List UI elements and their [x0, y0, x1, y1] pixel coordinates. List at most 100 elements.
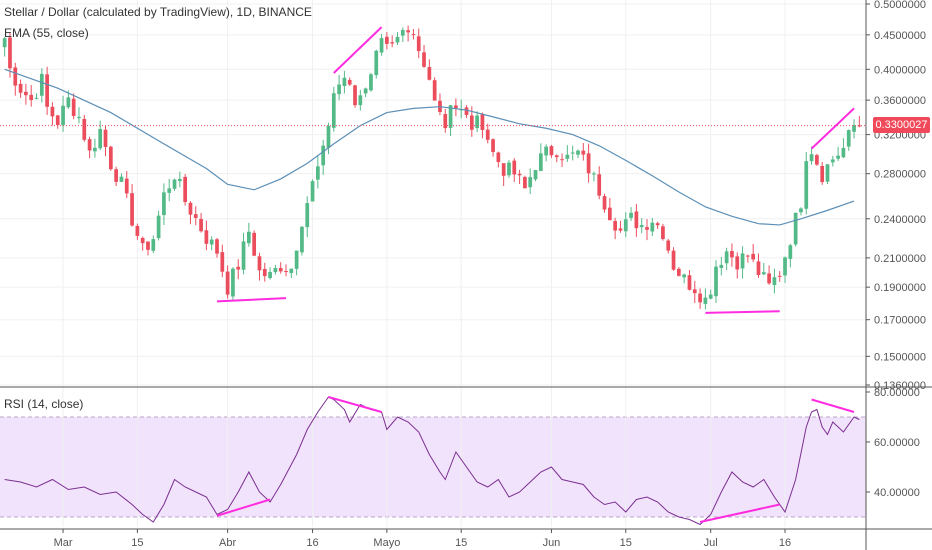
candle-body-132	[703, 297, 708, 304]
candle-body-103	[549, 146, 554, 156]
rsi-trendline-1	[328, 396, 382, 413]
candle-body-54	[289, 268, 294, 274]
candle-body-74	[395, 36, 400, 43]
candle-body-155	[825, 164, 830, 182]
y-tick-label-7: 0.2100000	[874, 253, 926, 265]
candle-body-143	[761, 272, 766, 275]
x-tick-label-9: 16	[779, 537, 791, 549]
candle-body-38	[204, 230, 209, 244]
candle-body-2	[13, 67, 18, 86]
candle-body-5	[29, 94, 34, 101]
candle-body-35	[188, 202, 193, 215]
candle-body-53	[284, 270, 288, 272]
candle-body-64	[342, 77, 347, 87]
candle-body-66	[353, 85, 357, 106]
candle-body-57	[305, 203, 310, 228]
x-tick-label-3: 16	[306, 537, 318, 549]
candle-body-93	[496, 152, 501, 163]
y-tick-label-8: 0.1900000	[874, 282, 926, 294]
rsi-trendline-0	[216, 498, 271, 517]
candle-body-109	[581, 150, 586, 155]
candle-body-29	[156, 215, 161, 239]
candle-body-63	[337, 84, 341, 95]
candle-body-127	[676, 268, 681, 276]
candle-body-98	[523, 177, 527, 189]
candle-body-122	[650, 222, 655, 232]
candle-body-147	[783, 257, 787, 276]
y-tick-label-9: 0.1700000	[874, 315, 926, 327]
candle-body-34	[183, 176, 188, 203]
candle-body-68	[363, 88, 368, 94]
candle-body-62	[331, 93, 336, 128]
candle-body-97	[517, 173, 522, 176]
ema-line	[4, 68, 855, 226]
candle-body-107	[570, 152, 575, 154]
candle-body-154	[820, 166, 825, 183]
candle-body-16	[87, 139, 92, 151]
candle-body-152	[809, 154, 814, 162]
candle-body-55	[294, 250, 299, 269]
candle-body-135	[719, 264, 724, 268]
candle-body-112	[597, 174, 602, 196]
candle-body-129	[687, 275, 692, 290]
candle-body-131	[698, 293, 702, 303]
candle-body-77	[411, 34, 416, 36]
candle-body-80	[427, 67, 432, 80]
candle-body-141	[751, 253, 756, 260]
rsi-tick-label-1: 60.00000	[874, 437, 920, 449]
candle-body-113	[602, 196, 607, 210]
candle-body-33	[177, 178, 182, 182]
candle-body-145	[772, 277, 777, 286]
ema-indicator-label: EMA (55, close)	[4, 26, 89, 40]
candle-body-159	[846, 130, 851, 147]
candle-body-133	[708, 294, 713, 299]
candle-body-50	[268, 272, 272, 279]
candle-body-23	[124, 178, 129, 194]
candle-body-36	[193, 214, 198, 218]
candle-body-14	[77, 116, 81, 119]
candle-body-100	[533, 170, 538, 180]
candle-body-120	[639, 225, 644, 228]
candle-body-90	[480, 114, 485, 130]
candle-body-20	[108, 146, 113, 170]
candle-body-37	[199, 218, 203, 232]
candle-body-43	[231, 268, 235, 297]
candle-body-153	[815, 155, 819, 165]
candle-body-49	[262, 268, 267, 277]
y-tick-label-11: 0.1360000	[874, 380, 926, 392]
rsi-trendline-2	[699, 503, 780, 523]
y-tick-label-2: 0.4000000	[874, 64, 926, 76]
candle-body-1	[8, 37, 12, 69]
y-tick-label-0: 0.5000000	[874, 0, 926, 11]
candle-body-125	[666, 240, 671, 251]
candle-body-88	[469, 115, 474, 130]
candle-body-46	[246, 231, 251, 244]
candle-body-124	[661, 226, 665, 239]
candle-body-139	[740, 253, 745, 269]
candle-body-67	[358, 95, 363, 106]
candle-body-0	[2, 38, 7, 48]
candle-body-142	[756, 261, 761, 276]
x-tick-label-1: 15	[131, 537, 143, 549]
candle-body-84	[448, 105, 453, 128]
candle-body-105	[560, 159, 564, 161]
x-tick-label-0: Mar	[54, 537, 73, 549]
candle-body-26	[140, 237, 145, 244]
candle-body-73	[390, 42, 395, 44]
candle-body-92	[491, 139, 495, 152]
candle-body-21	[114, 169, 118, 182]
candle-body-69	[369, 74, 373, 91]
x-tick-label-6: Jun	[543, 537, 561, 549]
candle-body-75	[400, 29, 405, 36]
candle-body-130	[692, 289, 697, 294]
candle-body-87	[464, 107, 469, 115]
candle-body-140	[746, 255, 750, 257]
candle-body-59	[316, 166, 320, 180]
candle-body-157	[836, 155, 840, 159]
candle-body-150	[799, 208, 803, 213]
candle-body-12	[66, 97, 71, 108]
x-tick-label-7: 15	[620, 537, 632, 549]
candle-body-136	[724, 251, 729, 264]
candle-body-79	[422, 52, 426, 67]
